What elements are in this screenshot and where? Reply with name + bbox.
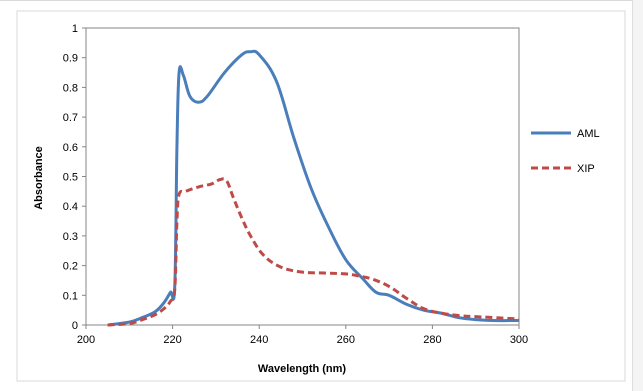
y-tick-label: 1: [72, 23, 78, 35]
top-divider: [0, 0, 643, 1]
y-tick-label: 0.4: [63, 201, 78, 213]
chart-area-border: [16, 10, 626, 382]
scrollbar[interactable]: [632, 0, 643, 391]
y-tick-label: 0.7: [63, 112, 78, 124]
y-tick-label: 0.8: [63, 82, 78, 94]
legend-label-aml: AML: [577, 128, 600, 140]
series-layer: [107, 49, 519, 327]
y-axis-title: Absorbance: [33, 146, 45, 210]
series-line-aml: [107, 49, 519, 327]
x-axis-title: Wavelength (nm): [258, 363, 347, 375]
y-axis-ticks: 0 0.1 0.2 0.3 0.4 0.5 0.6 0.7 0.8 0.9 1: [63, 23, 86, 332]
x-axis-ticks: 200 220 240 260 280 300: [77, 325, 528, 346]
y-tick-label: 0.5: [63, 172, 78, 184]
x-tick-label: 220: [163, 334, 181, 346]
y-tick-label: 0.3: [63, 231, 78, 243]
legend-label-xip: XIP: [577, 163, 595, 175]
plot-border: [85, 27, 520, 326]
legend: AML XIP: [531, 128, 600, 175]
x-tick-label: 280: [423, 334, 441, 346]
series-line-xip: [107, 177, 519, 327]
y-tick-label: 0.1: [63, 290, 78, 302]
y-tick-label: 0.9: [63, 53, 78, 65]
x-tick-label: 200: [77, 334, 95, 346]
x-tick-label: 260: [337, 334, 355, 346]
y-tick-label: 0.2: [63, 261, 78, 273]
x-tick-label: 300: [510, 334, 528, 346]
y-tick-label: 0: [72, 320, 78, 332]
y-tick-label: 0.6: [63, 142, 78, 154]
x-tick-label: 240: [250, 334, 268, 346]
plot-area: [85, 27, 520, 326]
